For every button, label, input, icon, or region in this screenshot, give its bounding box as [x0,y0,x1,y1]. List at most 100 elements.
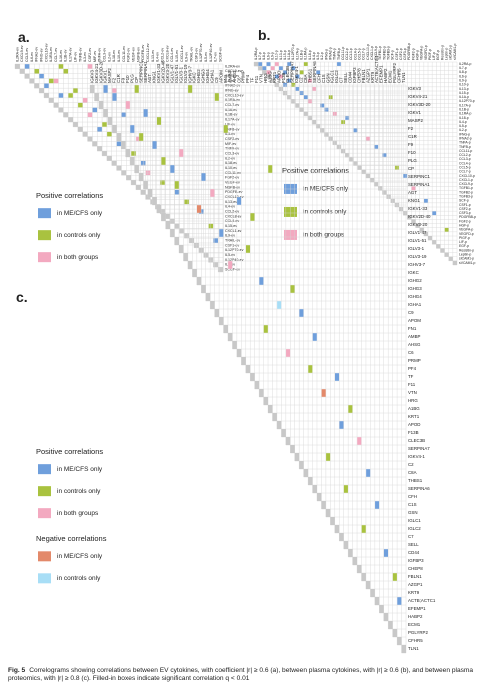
row-label: SCF-p [459,199,469,203]
row-label: CD44 [408,550,420,555]
correlation-cell [321,389,326,397]
diagonal-cell [63,112,69,118]
row-label: IGLC1 [408,518,421,523]
correlation-cell [73,88,78,93]
column-label: CXCL1-p [370,46,374,60]
diagonal-cell [357,565,362,573]
row-label: IGHG4 [408,294,422,299]
row-label: IL9-p [459,79,467,83]
diagonal-cell [345,153,350,158]
diagonal-cell [348,549,353,557]
diagonal-cell [419,227,424,232]
diagonal-cell [299,107,304,112]
row-label: IGKV1-33 [408,206,428,211]
diagonal-cell [452,260,457,265]
column-label: IL13-ev [151,50,155,62]
column-label: IL12P40-ev [209,43,213,62]
correlation-cell [160,180,165,185]
row-label: IL15-ev [225,224,237,228]
correlation-cell [213,238,218,243]
correlation-cell [320,103,325,108]
row-label: TGFB2-p [459,190,473,194]
row-label: IL2-p [459,128,467,132]
correlation-cell [130,125,135,133]
column-label: IGLV1-47 [169,64,174,83]
column-label: NGFB-ev [136,47,140,62]
correlation-cell [136,136,141,142]
column-label: CCL5-ev [25,48,29,62]
diagonal-cell [170,229,175,237]
correlation-cell [444,227,449,232]
caption-label: Fig. 5 [8,667,26,674]
legend-label: in ME/CFS only [57,553,103,560]
diagonal-cell [312,485,317,493]
diagonal-cell [130,157,135,165]
correlation-cell [68,93,73,98]
row-label: CXCL10-ev [225,93,244,97]
column-label: IFNG-ev [40,48,44,62]
diagonal-cell [334,525,340,533]
column-label: KRT9 [370,71,375,83]
column-label: IGKV3 [89,70,94,83]
diagonal-cell [361,573,366,581]
correlation-cell [107,131,112,137]
row-label: sICAM1-p [459,257,474,261]
diagonal-cell [392,629,398,637]
row-label: CCL2-p [459,153,471,157]
diagonal-cell [107,117,113,125]
caption-text: Correlograms showing correlations betwee… [8,667,474,683]
diagonal-cell [303,111,308,116]
diagonal-cell [82,131,88,137]
column-label: CCL11-ev [122,46,126,62]
diagonal-cell [164,213,170,219]
correlation-cell [87,112,93,118]
diagonal-cell [140,189,146,195]
diagonal-cell [116,133,122,141]
caption: Fig. 5 Correlograms showing correlations … [8,667,486,684]
correlation-cell [291,82,296,87]
row-label: CLEC3B [408,438,425,443]
correlation-cell [179,149,184,157]
row-label: IL5-ev [225,253,235,257]
column-label: EFEMP1 [379,65,384,83]
correlation-cell [397,597,402,605]
row-label: C1S [408,502,417,507]
column-label: IL6-ev [30,52,34,62]
diagonal-cell [312,120,317,125]
correlation-cell [366,136,370,141]
diagonal-cell [399,207,404,212]
column-label: F11 [254,75,259,83]
column-label: IL17A-ev [69,47,73,62]
column-label: IL1A-p [287,50,291,60]
column-label: IL15-ev [175,50,179,62]
diagonal-cell [192,269,197,277]
diagonal-cell [401,645,406,653]
diagonal-cell [285,437,291,445]
column-label: CCL4-p [353,48,357,60]
column-label: IL3-ev [83,52,87,62]
diagonal-cell [143,181,148,189]
diagonal-cell [276,421,282,429]
row-label: CCL11-p [459,149,472,153]
row-label: IL12P70-p [459,99,475,103]
legend-label: in both groups [57,510,99,517]
diagonal-cell [205,293,211,301]
row-label: IGKC [408,270,419,275]
row-label: EGF-p [459,244,469,248]
row-label: C2 [408,462,414,467]
correlation-cell [295,74,300,79]
diagonal-cell [156,205,162,213]
row-label: IGLV1-51 [408,238,427,243]
row-label: IL13-ev [225,200,237,204]
correlation-cell [53,78,59,84]
correlation-cell [290,285,295,293]
correlation-cell [270,66,275,71]
row-label: VEGFA-p [459,228,473,232]
column-label: FBLN1 [361,69,366,83]
row-label: Leptin-p [459,253,471,257]
column-label: TNFB-ev [78,47,82,62]
diagonal-cell [336,144,341,149]
column-label: C9 [214,77,219,83]
diagonal-cell [307,115,312,120]
column-label: IGFBP3 [352,67,357,83]
